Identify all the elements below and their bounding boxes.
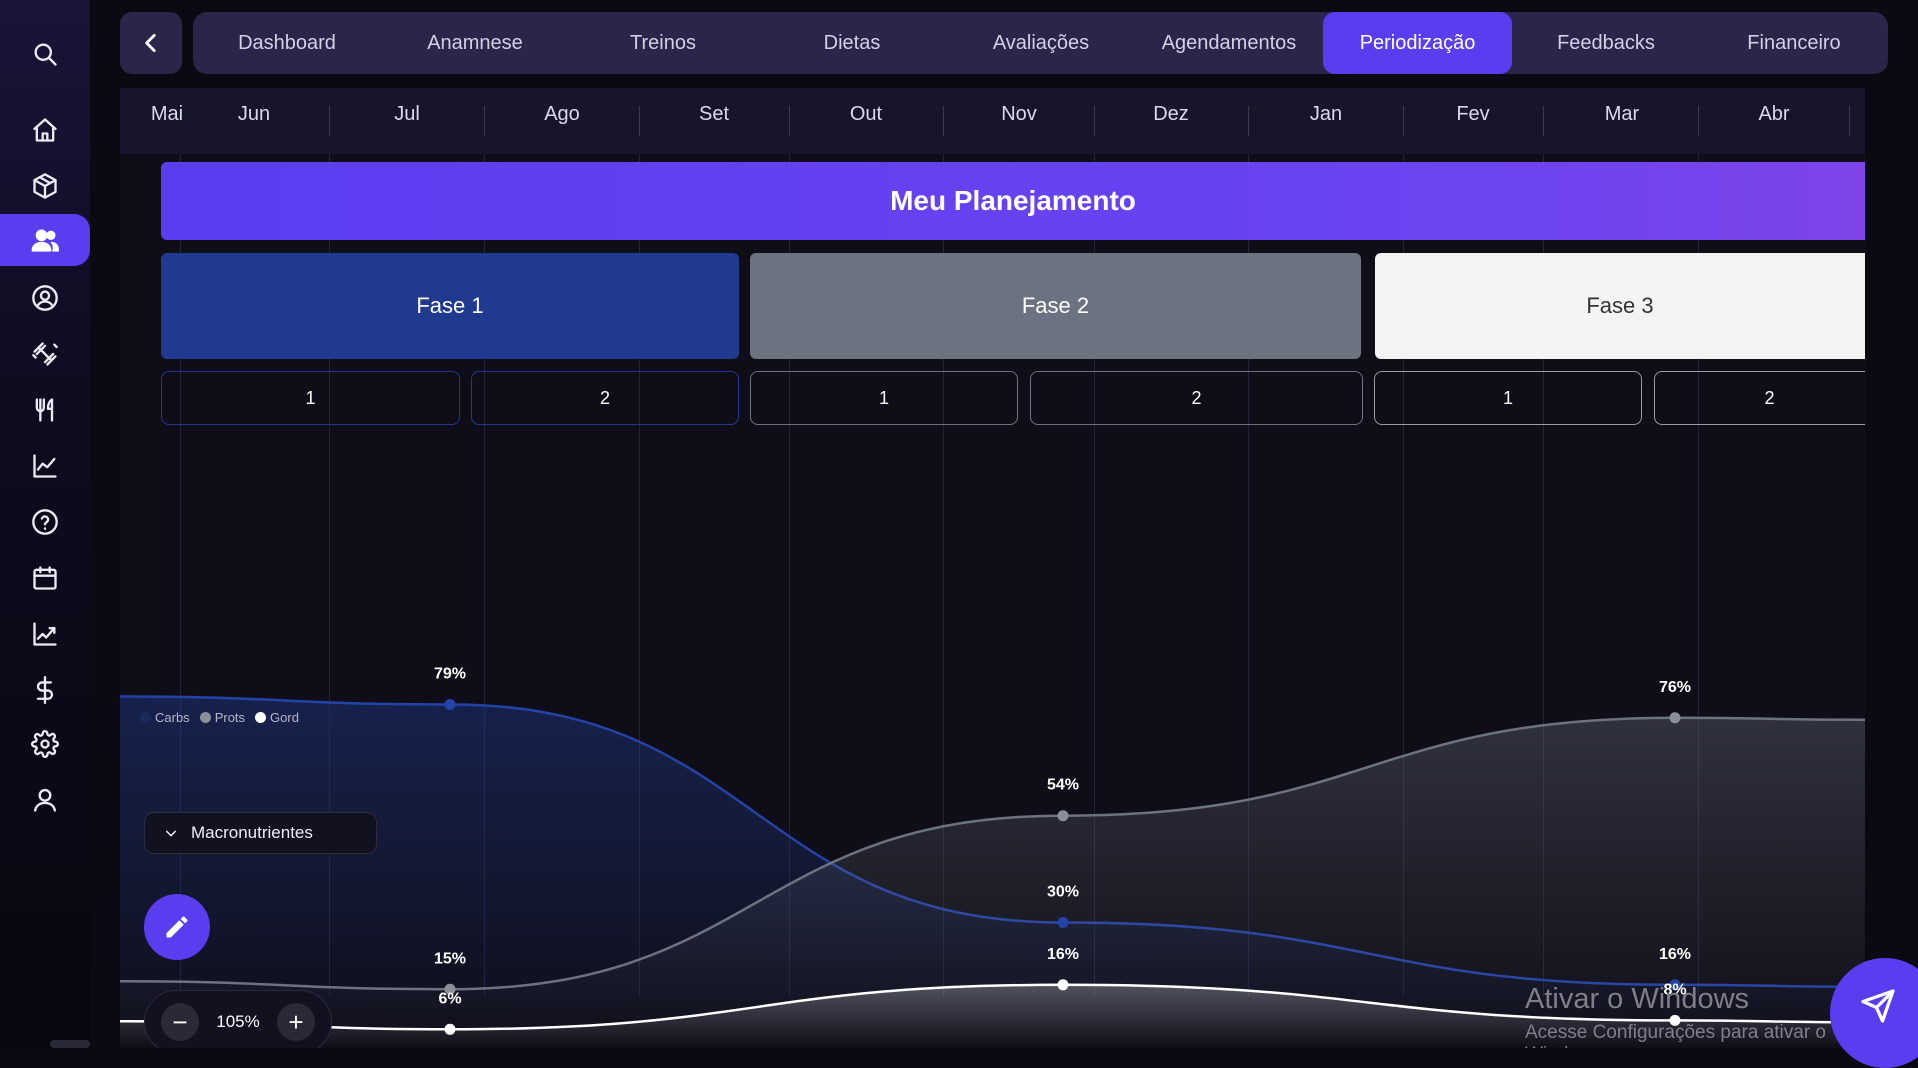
phase-1[interactable]: Fase 1 [161,253,739,359]
data-label-prots: 54% [1047,777,1079,794]
month-label: Ago [544,103,580,125]
edit-button[interactable] [144,894,210,960]
send-icon [1861,989,1895,1023]
macronutrients-label: Macronutrientes [191,823,313,842]
data-point-prots[interactable] [1057,810,1069,822]
dollar-icon[interactable] [19,664,71,716]
data-point-gord[interactable] [1057,979,1069,991]
data-point-prots[interactable] [1669,712,1681,724]
person-icon[interactable] [19,774,71,826]
data-label-prots: 76% [1659,679,1691,696]
periodization-timeline: Mai Jun Jul Ago Set Out Nov Dez Jan Fev … [120,88,1865,1048]
tab-bar: Dashboard Anamnese Treinos Dietas Avalia… [193,12,1888,74]
phase-3-sub-1[interactable]: 1 [1374,371,1642,425]
macro-chart: 79% 30% 16% 15% 54% 76% 6% 16% 8% [120,665,1865,1048]
month-label: Nov [1001,103,1037,125]
legend-item-gord: Gord [255,710,299,725]
phase-3[interactable]: Fase 3 [1375,253,1865,359]
phase-1-sub-1[interactable]: 1 [161,371,460,425]
data-point-gord[interactable] [1669,1014,1681,1026]
month-label: Abr [1758,103,1790,125]
user-circle-icon[interactable] [19,272,71,324]
month-label: Set [698,103,730,125]
series-area-carbs [120,696,1865,1048]
box-icon[interactable] [19,160,71,212]
data-point-carbs[interactable] [1057,917,1069,928]
windows-activation-watermark: Ativar o Windows Acesse Configurações pa… [1525,983,1865,1048]
month-header: Mai Jun Jul Ago Set Out Nov Dez Jan Fev … [120,88,1865,154]
data-point-carbs[interactable] [1669,979,1681,991]
data-label-carbs: 79% [434,665,466,682]
month-label: Jan [1309,103,1343,125]
data-label-gord: 16% [1047,946,1079,963]
gear-icon[interactable] [19,718,71,770]
search-icon[interactable] [19,28,71,80]
chart-legend: Carbs Prots Gord [140,710,299,725]
tab-dashboard[interactable]: Dashboard [238,31,336,54]
plan-title-bar[interactable]: Meu Planejamento [161,162,1865,240]
fork-knife-icon[interactable] [19,384,71,436]
zoom-level: 105% [216,1012,260,1031]
data-point-prots[interactable] [444,983,456,995]
dumbbell-icon[interactable] [19,328,71,380]
series-area-gord [120,984,1865,1048]
pencil-icon [166,916,188,938]
help-icon[interactable] [19,496,71,548]
phase-1-sub-2[interactable]: 2 [471,371,739,425]
data-label-prots: 15% [434,950,466,967]
tab-financeiro[interactable]: Financeiro [1747,31,1841,54]
calendar-icon[interactable] [19,552,71,604]
phase-2[interactable]: Fase 2 [750,253,1361,359]
phase-2-sub-1[interactable]: 1 [750,371,1018,425]
month-label: Mai [150,103,184,125]
data-label-gord: 8% [1663,981,1686,998]
month-label: Out [849,103,883,125]
back-button[interactable] [120,12,182,74]
watermark-title: Ativar o Windows [1525,983,1750,1015]
month-label: Dez [1153,103,1189,125]
data-point-carbs[interactable] [444,698,456,710]
tab-agendamentos[interactable]: Agendamentos [1161,31,1297,54]
legend-item-carbs: Carbs [140,710,190,725]
chevron-down-icon [165,830,177,837]
month-label: Jul [394,103,420,125]
data-point-gord[interactable] [444,1023,456,1035]
sidebar [0,0,90,1048]
watermark-subtitle: Acesse Configurações para ativar o Windo… [1525,1022,1826,1048]
zoom-out-button[interactable]: − [161,1003,199,1041]
series-area-prots [120,717,1865,1048]
data-label-carbs: 30% [1047,884,1079,901]
trend-icon[interactable] [19,608,71,660]
legend-item-prots: Prots [199,710,245,725]
tab-dietas[interactable]: Dietas [823,31,881,54]
macronutrients-dropdown[interactable]: Macronutrientes [144,812,377,854]
month-label: Mar [1604,103,1640,125]
phase-3-sub-2[interactable]: 2 [1654,371,1865,425]
tab-avaliacoes[interactable]: Avaliações [992,31,1090,54]
tab-periodizacao[interactable]: Periodização [1323,12,1512,74]
users-icon[interactable] [0,214,90,266]
home-icon[interactable] [19,104,71,156]
sidebar-scrollbar[interactable] [50,1040,90,1048]
data-label-gord: 6% [438,990,461,1007]
line-chart-icon[interactable] [19,440,71,492]
tab-treinos[interactable]: Treinos [630,31,696,54]
chevron-left-icon [145,34,156,52]
month-label: Fev [1456,103,1490,125]
month-label: Jun [237,103,271,125]
data-label-carbs: 16% [1659,946,1691,963]
tab-anamnese[interactable]: Anamnese [427,31,523,54]
phase-2-sub-2[interactable]: 2 [1030,371,1363,425]
zoom-in-button[interactable]: + [276,1003,315,1041]
tab-feedbacks[interactable]: Feedbacks [1557,31,1655,54]
zoom-control: − 105% + [144,990,332,1048]
